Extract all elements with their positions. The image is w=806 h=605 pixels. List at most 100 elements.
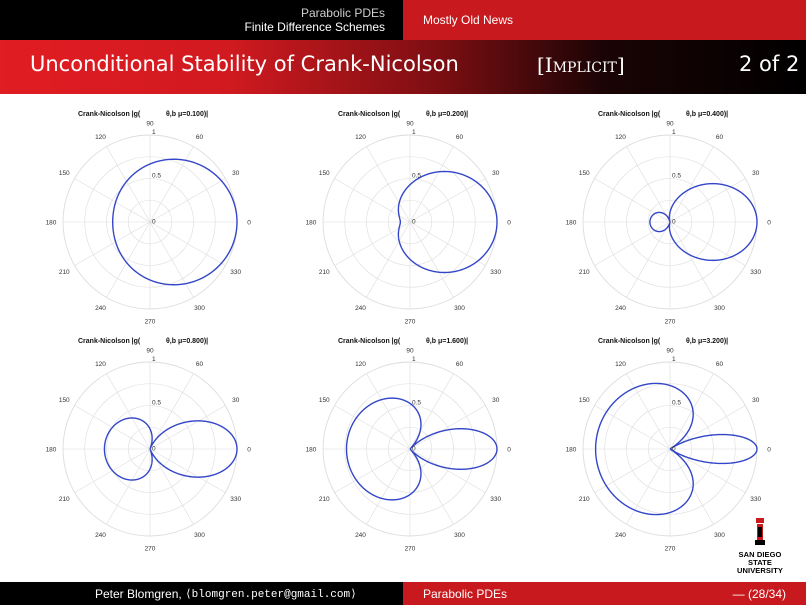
amplification-curve — [103, 417, 238, 481]
polar-chart-6: 0 30 60 90 120 150 180 210 240 270 300 330 0 0.5 1 Cran… — [566, 338, 772, 553]
angle-tick-label: 180 — [306, 447, 317, 454]
footer-author: Peter Blomgren, — [95, 586, 182, 601]
grid-spoke — [409, 373, 454, 450]
angle-tick-label: 210 — [579, 496, 590, 503]
angle-tick-label: 0 — [507, 447, 511, 454]
angle-tick-label: 210 — [579, 269, 590, 276]
grid-spoke — [594, 448, 671, 493]
grid-spoke — [669, 146, 714, 223]
angle-tick-label: 60 — [456, 361, 464, 368]
angle-tick-label: 150 — [319, 397, 330, 404]
angle-tick-label: 330 — [490, 269, 501, 276]
subsection-title[interactable]: Mostly Old News — [423, 13, 514, 27]
angle-tick-label: 300 — [194, 532, 205, 539]
angle-tick-label: 210 — [59, 496, 70, 503]
grid-spoke — [669, 178, 746, 223]
polar-chart-2: 0 30 60 90 120 150 180 210 240 270 300 330 0 0.5 1 Cran… — [306, 111, 512, 326]
angle-tick-label: 270 — [665, 319, 676, 326]
grid-spoke — [409, 146, 454, 223]
chart-title-right: θ,b μ=3.200)| — [686, 338, 728, 345]
angle-tick-label: 30 — [492, 170, 500, 177]
logo-text-line1: SAN DIEGO STATE — [738, 550, 782, 567]
grid-spoke — [366, 448, 411, 525]
grid-spoke — [594, 405, 671, 450]
angle-tick-label: 300 — [714, 305, 725, 312]
grid-spoke — [409, 405, 486, 450]
angle-tick-label: 90 — [146, 121, 154, 128]
angle-tick-label: 240 — [355, 305, 366, 312]
logo-text-line2: UNIVERSITY — [736, 566, 783, 575]
radial-tick-label: 0.5 — [152, 400, 161, 407]
chart-title-right: θ,b μ=0.400)| — [686, 111, 728, 118]
grid-spoke — [409, 221, 454, 298]
section-nav[interactable]: Parabolic PDEs Finite Difference Schemes — [0, 0, 403, 40]
grid-spoke — [149, 448, 194, 525]
subsection-nav[interactable]: Mostly Old News — [403, 0, 806, 40]
grid-spoke — [334, 448, 411, 493]
angle-tick-label: 0 — [767, 447, 771, 454]
chart-title-right: θ,b μ=0.200)| — [426, 111, 468, 118]
angle-tick-label: 240 — [95, 532, 106, 539]
angle-tick-label: 150 — [59, 170, 70, 177]
chart-title-right: θ,b μ=0.800)| — [166, 338, 208, 345]
angle-tick-label: 180 — [306, 220, 317, 227]
angle-tick-label: 0 — [247, 220, 251, 227]
grid-spoke — [149, 221, 226, 266]
angle-tick-label: 330 — [230, 269, 241, 276]
grid-spoke — [106, 373, 151, 450]
angle-tick-label: 120 — [95, 361, 106, 368]
angle-tick-label: 30 — [232, 397, 240, 404]
angle-tick-label: 270 — [405, 546, 416, 553]
angle-tick-label: 150 — [319, 170, 330, 177]
grid-spoke — [409, 178, 486, 223]
grid-spoke — [149, 146, 194, 223]
polar-chart-4: 0 30 60 90 120 150 180 210 240 270 300 330 0 0.5 1 Cran… — [46, 338, 252, 553]
footer-slide-number: — (28/34) — [732, 586, 786, 601]
footer-topic: Parabolic PDEs — [423, 586, 508, 601]
chart-title-left: Crank-Nicolson |g( — [338, 111, 401, 118]
angle-tick-label: 30 — [752, 397, 760, 404]
chart-title-right: θ,b μ=1.600)| — [426, 338, 468, 345]
grid-spoke — [149, 221, 194, 298]
angle-tick-label: 150 — [59, 397, 70, 404]
grid-spoke — [149, 448, 226, 493]
grid-spoke — [106, 221, 151, 298]
subsection-group-title[interactable]: Finite Difference Schemes — [244, 20, 385, 34]
angle-tick-label: 180 — [46, 447, 57, 454]
radial-tick-label: 1 — [152, 356, 156, 363]
radial-tick-label: 0.5 — [672, 400, 681, 407]
radial-tick-label: 1 — [672, 356, 676, 363]
angle-tick-label: 270 — [145, 319, 156, 326]
angle-tick-label: 330 — [750, 269, 761, 276]
angle-tick-label: 90 — [666, 121, 674, 128]
polar-chart-5: 0 30 60 90 120 150 180 210 240 270 300 330 0 0.5 1 Cran… — [306, 338, 512, 553]
grid-spoke — [334, 178, 411, 223]
grid-spoke — [74, 178, 151, 223]
radial-tick-label: 0 — [152, 446, 156, 453]
angle-tick-label: 270 — [405, 319, 416, 326]
amplification-curve — [397, 170, 498, 274]
grid-spoke — [594, 178, 671, 223]
angle-tick-label: 210 — [59, 269, 70, 276]
frame-title-bar: Unconditional Stability of Crank-Nicolso… — [0, 40, 806, 94]
grid-spoke — [74, 221, 151, 266]
footer-author-block[interactable]: Peter Blomgren, ⟨blomgren.peter@gmail.co… — [0, 582, 403, 605]
radial-tick-label: 0 — [152, 219, 156, 226]
grid-spoke — [409, 448, 454, 525]
grid-spoke — [669, 221, 714, 298]
footer-topic-block[interactable]: Parabolic PDEs — (28/34) — [403, 582, 806, 605]
radial-tick-label: 1 — [152, 129, 156, 136]
angle-tick-label: 150 — [579, 170, 590, 177]
section-title[interactable]: Parabolic PDEs — [300, 6, 385, 20]
chart-title-right: θ,b μ=0.100)| — [166, 111, 208, 118]
angle-tick-label: 120 — [95, 134, 106, 141]
angle-tick-label: 300 — [454, 532, 465, 539]
chart-title-left: Crank-Nicolson |g( — [78, 338, 141, 345]
frame-title: Unconditional Stability of Crank-Nicolso… — [30, 52, 459, 76]
grid-spoke — [626, 146, 671, 223]
angle-tick-label: 120 — [615, 361, 626, 368]
angle-tick-label: 300 — [194, 305, 205, 312]
chart-title-left: Crank-Nicolson |g( — [78, 111, 141, 118]
sdsu-logo-mark-icon — [755, 518, 765, 545]
